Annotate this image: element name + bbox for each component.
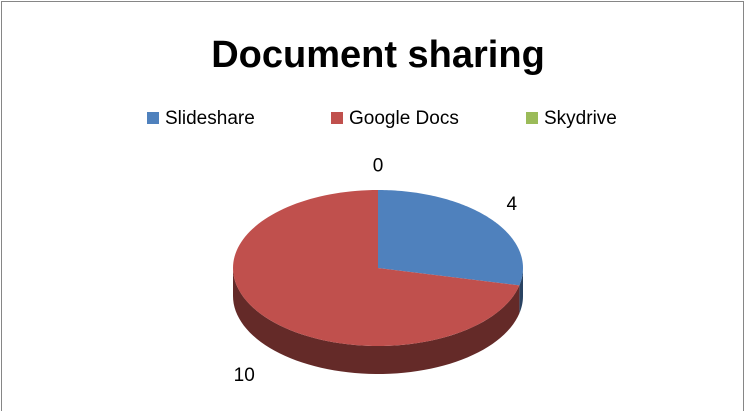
chart-title: Document sharing [211, 34, 545, 76]
legend-swatch [526, 112, 538, 124]
data-label: 10 [234, 365, 255, 386]
data-label: 0 [373, 156, 384, 177]
legend-swatch [331, 112, 343, 124]
legend-label: Google Docs [349, 108, 459, 129]
pie-side [233, 268, 520, 374]
pie-slice [233, 190, 520, 346]
legend-label: Skydrive [544, 108, 617, 129]
legend-swatch [147, 112, 159, 124]
pie-slice [378, 190, 523, 286]
data-label: 4 [506, 194, 517, 215]
pie-side [519, 268, 523, 314]
legend-label: Slideshare [165, 108, 255, 129]
